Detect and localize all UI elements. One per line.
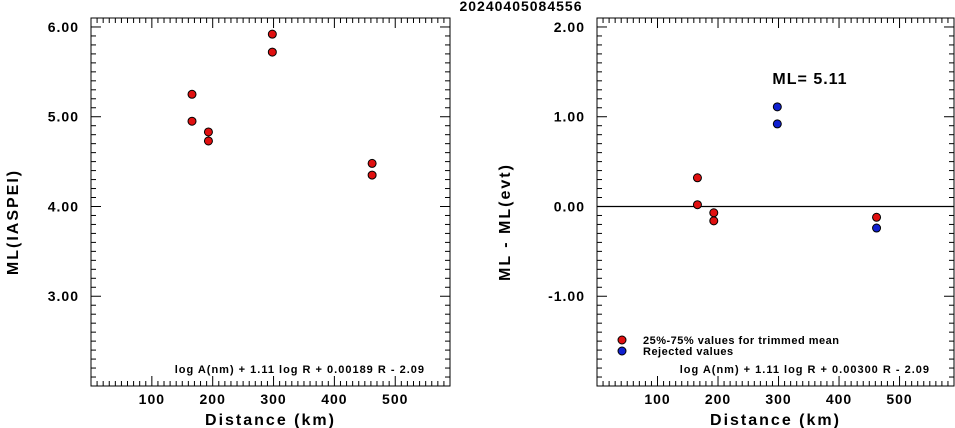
y-tick-label: 0.00 <box>554 198 585 214</box>
y-axis-label: ML - ML(evt) <box>497 163 514 281</box>
x-tick-label: 300 <box>260 391 286 407</box>
x-tick-label: 100 <box>644 391 670 407</box>
x-tick-label: 200 <box>200 391 226 407</box>
data-point <box>692 173 702 183</box>
data-point <box>709 208 719 218</box>
data-point <box>187 89 197 99</box>
plot-frame <box>90 17 451 387</box>
plot-frame <box>596 17 955 387</box>
y-tick-label: 6.00 <box>48 19 79 35</box>
x-tick-label: 500 <box>382 391 408 407</box>
legend-entry: Rejected values <box>643 346 734 358</box>
y-axis-label: ML(IASPEI) <box>5 169 22 275</box>
figure-title: 20240405084556 <box>459 0 582 14</box>
data-point <box>187 116 197 126</box>
y-tick-label: -1.00 <box>548 288 585 304</box>
y-tick-label: 5.00 <box>48 109 79 125</box>
data-point <box>203 136 213 146</box>
x-tick-label: 400 <box>321 391 347 407</box>
formula-text: log A(nm) + 1.11 log R + 0.00189 R - 2.0… <box>175 364 425 376</box>
x-tick-label: 300 <box>765 391 791 407</box>
data-point <box>692 200 702 210</box>
data-point <box>267 47 277 57</box>
legend-entry: 25%-75% values for trimmed mean <box>643 335 839 347</box>
chart-panel-1: 100 200 300 400 500 3.00 4.00 5.00 6.00 Distance … <box>5 17 451 428</box>
data-point <box>367 170 377 180</box>
x-tick-label: 100 <box>139 391 165 407</box>
x-tick-label: 200 <box>705 391 731 407</box>
x-tick-label: 500 <box>886 391 912 407</box>
data-point <box>709 216 719 226</box>
data-point <box>367 158 377 168</box>
y-tick-label: 4.00 <box>48 198 79 214</box>
x-axis-label: Distance (km) <box>205 412 336 428</box>
y-tick-label: 1.00 <box>554 109 585 125</box>
formula-text: log A(nm) + 1.11 log R + 0.00300 R - 2.0… <box>680 364 930 376</box>
data-point <box>203 127 213 137</box>
data-point <box>772 119 782 129</box>
data-point <box>872 223 882 233</box>
y-tick-label: 2.00 <box>554 19 585 35</box>
x-axis-label: Distance (km) <box>710 412 841 428</box>
data-point <box>267 29 277 39</box>
y-tick-label: 3.00 <box>48 288 79 304</box>
data-point <box>872 212 882 222</box>
chart-panel-2: 100 200 300 400 500 -1.00 0.00 1.00 2.00 Distance… <box>497 17 955 428</box>
x-tick-label: 400 <box>826 391 852 407</box>
legend-marker <box>617 346 627 356</box>
data-point <box>772 102 782 112</box>
ml-value-annotation: ML= 5.11 <box>772 71 847 88</box>
legend-marker <box>617 335 627 345</box>
